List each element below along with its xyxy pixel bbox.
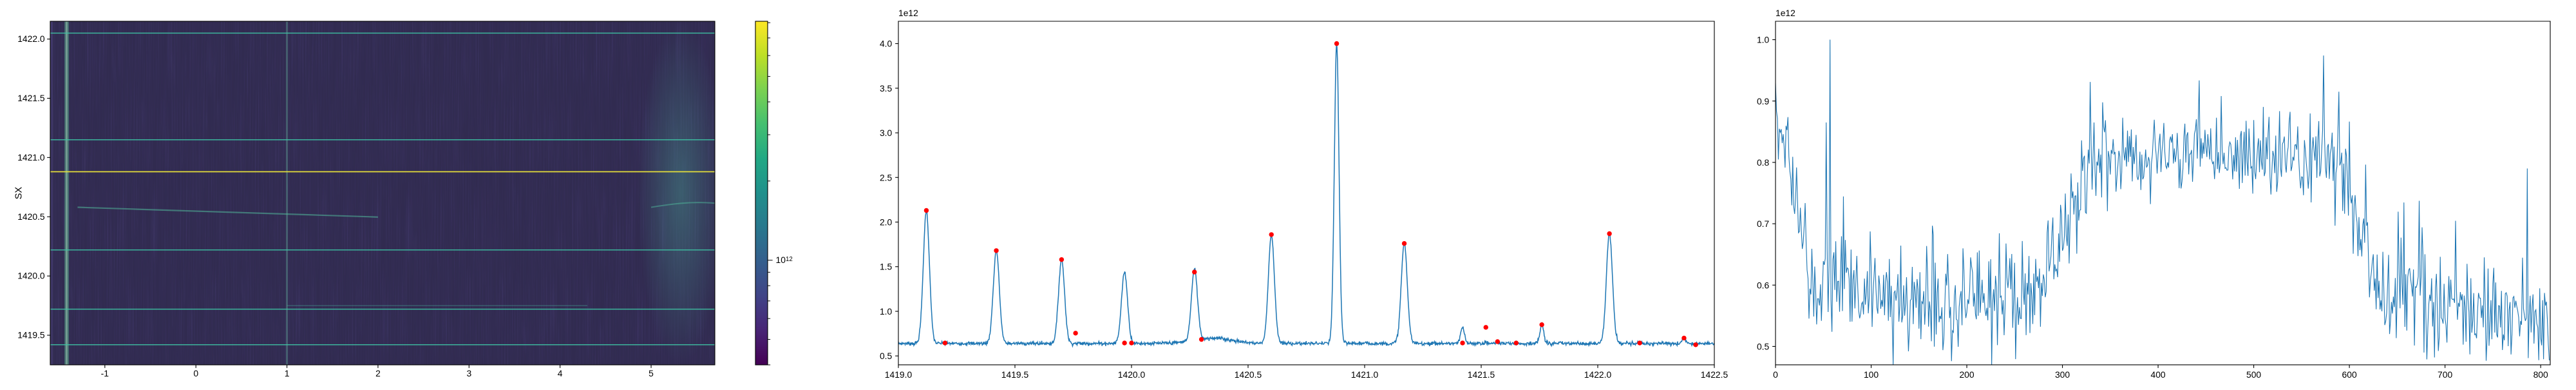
svg-text:100: 100 [1864,369,1879,380]
svg-text:0.9: 0.9 [1757,96,1770,106]
svg-text:1e12: 1e12 [898,8,918,18]
svg-text:0.6: 0.6 [1757,280,1770,290]
svg-text:0.5: 0.5 [1757,341,1770,351]
svg-text:200: 200 [1959,369,1974,380]
svg-text:1419.5: 1419.5 [17,330,45,340]
svg-text:0.7: 0.7 [1757,219,1770,229]
svg-text:1419.5: 1419.5 [1001,369,1029,380]
svg-text:0: 0 [193,368,198,378]
svg-text:0: 0 [1773,369,1778,380]
svg-text:1.5: 1.5 [880,262,893,272]
svg-text:1420.0: 1420.0 [17,271,45,281]
svg-text:3.5: 3.5 [880,83,893,93]
svg-text:1420.0: 1420.0 [1118,369,1146,380]
svg-text:500: 500 [2246,369,2261,380]
svg-text:1.0: 1.0 [1757,35,1770,45]
svg-text:3: 3 [466,368,471,378]
svg-text:0.5: 0.5 [880,351,893,361]
svg-text:1421.0: 1421.0 [17,152,45,162]
svg-text:0.8: 0.8 [1757,157,1770,168]
svg-text:1422.5: 1422.5 [1701,369,1728,380]
svg-text:1419.0: 1419.0 [885,369,913,380]
svg-text:1420.5: 1420.5 [1235,369,1262,380]
svg-text:3.0: 3.0 [880,128,893,138]
svg-text:4: 4 [558,368,563,378]
svg-text:2.5: 2.5 [880,172,893,182]
svg-text:1420.5: 1420.5 [17,211,45,222]
svg-text:300: 300 [2055,369,2070,380]
svg-text:1: 1 [285,368,290,378]
svg-text:1421.0: 1421.0 [1351,369,1379,380]
svg-text:700: 700 [2438,369,2452,380]
svg-text:2: 2 [375,368,381,378]
svg-text:2.0: 2.0 [880,217,893,228]
svg-text:-1: -1 [101,368,109,378]
svg-text:1.0: 1.0 [880,306,893,317]
svg-text:800: 800 [2533,369,2548,380]
svg-text:4.0: 4.0 [880,39,893,49]
svg-text:400: 400 [2150,369,2165,380]
svg-text:1422.0: 1422.0 [17,34,45,44]
svg-text:600: 600 [2342,369,2357,380]
svg-text:1e12: 1e12 [1776,8,1795,18]
svg-text:1421.5: 1421.5 [1468,369,1495,380]
svg-text:SX: SX [14,186,24,199]
svg-text:1422.0: 1422.0 [1584,369,1612,380]
svg-text:5: 5 [649,368,654,378]
svg-text:1421.5: 1421.5 [17,93,45,103]
